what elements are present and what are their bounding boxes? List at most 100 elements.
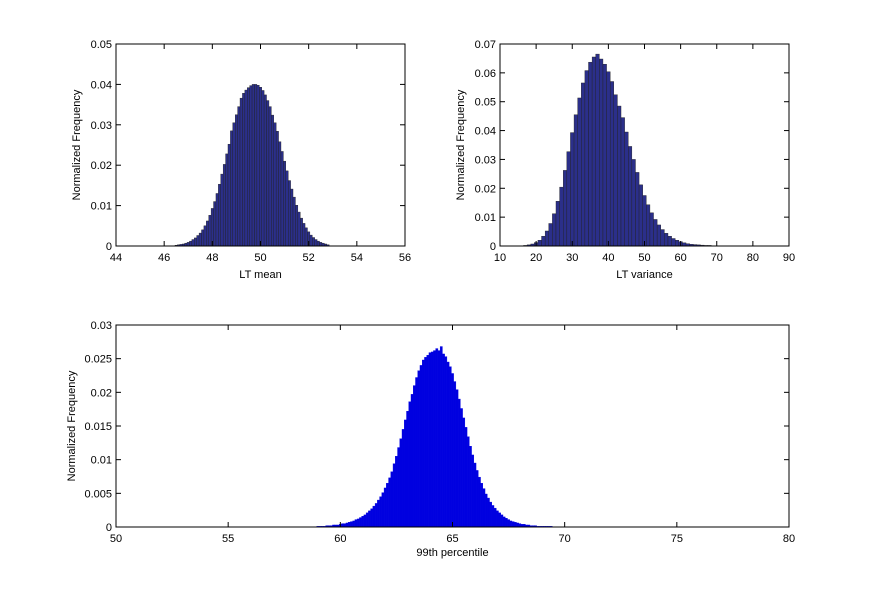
y-tick-label: 0.025 [84, 354, 112, 366]
histogram-bar [552, 213, 557, 247]
axes-frame-lt-variance [499, 43, 790, 247]
histogram-bar [242, 93, 246, 247]
histogram-bar [275, 131, 279, 247]
histogram-bar [198, 232, 202, 247]
histogram-bar [573, 114, 578, 247]
histogram-bar [381, 492, 385, 528]
histogram-bar [237, 106, 241, 247]
histogram-bar [566, 151, 571, 247]
histogram-bar [347, 522, 351, 528]
x-tick-label: 90 [783, 252, 795, 264]
ticks-lt-mean: 44 46 48 50 52 54 56 0 0.01 0.02 0.03 0.04 0.05 [91, 39, 412, 264]
y-tick-label: 0.02 [91, 387, 112, 399]
y-tick-label: 0.01 [91, 455, 112, 467]
histogram-bar [215, 193, 219, 247]
histogram-bar [259, 87, 262, 247]
histogram-bar [280, 151, 284, 247]
x-tick-label: 70 [711, 252, 723, 264]
histogram-bar [507, 519, 510, 528]
histogram-bar [462, 417, 466, 528]
histogram-bar [469, 446, 472, 528]
histogram-bar [316, 240, 320, 247]
histogram-bar [222, 164, 226, 247]
histogram-bar [563, 170, 568, 247]
y-axis-label-99th-percentile: Normalized Frequency [66, 370, 78, 481]
histogram-bar [399, 438, 403, 528]
histogram-bar [464, 427, 468, 528]
histogram-bar [595, 53, 600, 247]
x-tick-label: 52 [303, 252, 315, 264]
histogram-bar [278, 141, 282, 247]
histogram-bar [256, 85, 260, 247]
y-tick-label: 0.02 [475, 183, 496, 195]
x-tick-label: 65 [446, 533, 458, 545]
histogram-bar [548, 223, 553, 247]
histogram-bar [602, 63, 607, 247]
histogram-bar [271, 114, 274, 247]
histogram-bar [254, 84, 258, 247]
histogram-bar [609, 81, 614, 247]
histogram-bar [372, 505, 376, 528]
histogram-bar [208, 215, 212, 247]
histogram-bar [544, 230, 549, 247]
x-tick-label: 46 [158, 252, 170, 264]
histogram-bar [570, 132, 575, 247]
histogram-bar [577, 97, 582, 247]
y-tick-label: 0.06 [475, 68, 496, 80]
x-axis-label-lt-mean: LT mean [239, 269, 281, 281]
histogram-bar [203, 225, 207, 247]
histogram-bar [314, 239, 318, 247]
histogram-bar [186, 242, 190, 247]
y-tick-label: 0.07 [475, 39, 496, 51]
histogram-bar [466, 436, 470, 528]
histogram-bar [537, 240, 542, 247]
x-tick-label: 54 [351, 252, 363, 264]
histogram-bar [660, 229, 665, 247]
y-tick-label: 0.015 [84, 421, 112, 433]
histogram-bar [426, 355, 430, 528]
histogram-bar [359, 517, 362, 528]
histogram-bar [584, 70, 589, 247]
histogram-bar [352, 520, 356, 528]
histogram-bar [247, 87, 250, 247]
histogram-bar [448, 366, 452, 528]
x-tick-label: 20 [530, 252, 542, 264]
x-tick-label: 55 [222, 533, 234, 545]
x-tick-label: 60 [675, 252, 687, 264]
histogram-bar [591, 56, 596, 247]
histogram-bar [453, 381, 457, 528]
histogram-bar [509, 520, 513, 528]
histogram-bar [460, 408, 463, 528]
histogram-bar [220, 173, 224, 247]
histogram-bar [496, 510, 499, 528]
x-tick-label: 50 [254, 252, 266, 264]
x-tick-label: 44 [110, 252, 122, 264]
histogram-bar [457, 398, 461, 528]
histogram-bar [249, 85, 253, 247]
x-tick-label: 50 [638, 252, 650, 264]
y-tick-label: 0.05 [91, 39, 112, 51]
y-tick-label: 0.04 [475, 126, 496, 138]
histogram-bar [312, 237, 315, 247]
y-tick-label: 0.01 [91, 201, 112, 213]
histogram-bar [350, 521, 353, 528]
histogram-bar [235, 114, 238, 247]
histogram-bar [230, 130, 234, 247]
histogram-bar [435, 348, 439, 528]
histogram-bar [225, 153, 229, 247]
x-tick-label: 70 [559, 533, 571, 545]
histogram-bar [232, 122, 236, 247]
histogram-bar [664, 233, 669, 247]
histogram-bar [404, 419, 407, 528]
x-tick-label: 56 [399, 252, 411, 264]
histogram-bar [433, 350, 436, 528]
histogram-bar [451, 373, 454, 528]
histogram-bar [480, 483, 483, 528]
histogram-bar [415, 377, 418, 528]
histogram-bar [444, 356, 448, 528]
histogram-bar [288, 180, 291, 247]
histogram-bar [422, 359, 425, 528]
histogram-bar [189, 240, 193, 247]
histogram-bar [354, 519, 358, 528]
